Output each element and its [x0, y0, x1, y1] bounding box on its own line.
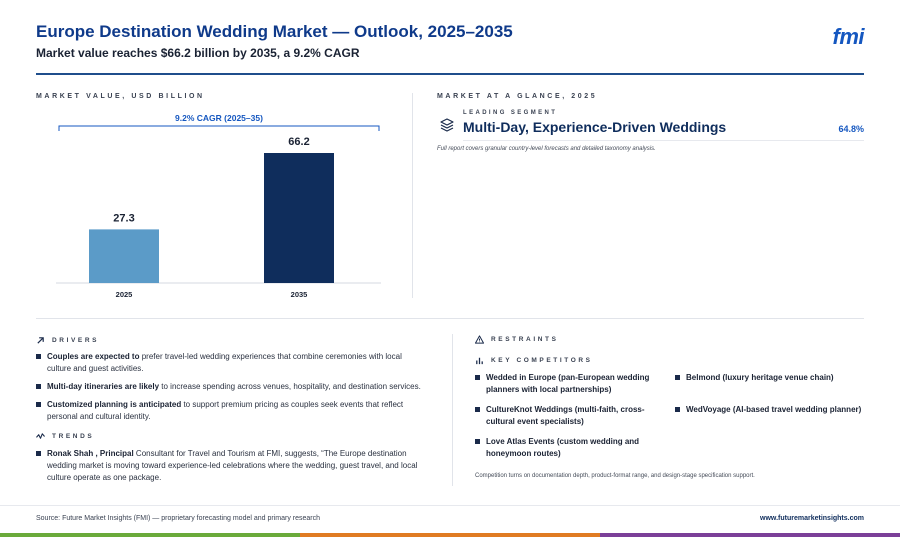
restraints-heading: RESTRAINTS: [475, 335, 559, 344]
competitor-item: WedVoyage (AI-based travel wedding plann…: [675, 404, 865, 416]
cagr-bracket: [58, 125, 380, 131]
color-bar-purple: [600, 533, 900, 537]
bar-value-label: 66.2: [288, 136, 309, 148]
trend-line-icon: [36, 433, 45, 439]
fmi-logo[interactable]: fmi: [832, 24, 865, 49]
bar-2035: [264, 153, 334, 283]
warning-icon: [475, 335, 484, 344]
section-divider: [36, 318, 864, 319]
cagr-annotation: 9.2% CAGR (2025–35): [175, 113, 263, 123]
arrow-up-right-icon: [37, 337, 44, 344]
trends-label: TRENDS: [52, 433, 95, 440]
competitors-heading: KEY COMPETITORS: [475, 356, 593, 365]
leading-segment-share: 64.8%: [838, 124, 864, 134]
competitors-list: Wedded in Europe (pan-European wedding p…: [475, 372, 865, 472]
column-divider-lower: [452, 334, 453, 486]
driver-item: Multi-day itineraries are likely to incr…: [36, 381, 428, 393]
bar-value-label: 27.3: [113, 212, 134, 224]
bar-2025: [89, 229, 159, 283]
drivers-heading: DRIVERS: [36, 336, 99, 345]
competitors-label: KEY COMPETITORS: [491, 357, 593, 364]
bar-chart-icon: [476, 357, 483, 365]
competitor-item: Love Atlas Events (custom wedding and ho…: [475, 436, 655, 460]
drivers-label: DRIVERS: [52, 337, 100, 344]
layers-icon: [440, 118, 454, 132]
driver-item: Customized planning is anticipated to su…: [36, 399, 428, 423]
column-divider: [412, 93, 413, 298]
glance-label: MARKET AT A GLANCE, 2025: [437, 93, 598, 100]
market-value-label: MARKET VALUE, USD BILLION: [36, 93, 205, 100]
trends-heading: TRENDS: [36, 432, 94, 441]
category-tick-label: 2035: [291, 290, 308, 299]
footer-divider: [0, 505, 900, 506]
leading-segment-divider: [463, 140, 864, 141]
competitor-item: CultureKnot Weddings (multi-faith, cross…: [475, 404, 655, 428]
category-tick-label: 2025: [116, 290, 133, 299]
page-subtitle: Market value reaches $66.2 billion by 20…: [36, 46, 360, 60]
drivers-list: Couples are expected to prefer travel-le…: [36, 351, 428, 429]
trends-list: Ronak Shah , Principal Consultant for Tr…: [36, 448, 428, 490]
page-title: Europe Destination Wedding Market — Outl…: [36, 22, 513, 41]
competitor-item: Wedded in Europe (pan-European wedding p…: [475, 372, 655, 396]
leading-segment-label: LEADING SEGMENT: [463, 110, 558, 116]
market-value-chart: 9.2% CAGR (2025–35) 27.3 2025 66.2 2035: [56, 113, 381, 299]
footer-color-bar: [0, 533, 900, 537]
competitors-note: Competition turns on documentation depth…: [475, 473, 755, 479]
competitor-item: Belmond (luxury heritage venue chain): [675, 372, 865, 384]
color-bar-green: [0, 533, 300, 537]
color-bar-orange: [300, 533, 600, 537]
source-note: Source: Future Market Insights (FMI) — p…: [36, 515, 320, 522]
website-link[interactable]: www.futuremarketinsights.com: [760, 515, 864, 522]
driver-item: Couples are expected to prefer travel-le…: [36, 351, 428, 375]
restraints-label: RESTRAINTS: [491, 336, 559, 343]
glance-note: Full report covers granular country-leve…: [437, 146, 656, 152]
trend-item: Ronak Shah , Principal Consultant for Tr…: [36, 448, 428, 484]
leading-segment-name: Multi-Day, Experience-Driven Weddings: [463, 119, 727, 135]
header-divider: [36, 73, 864, 75]
